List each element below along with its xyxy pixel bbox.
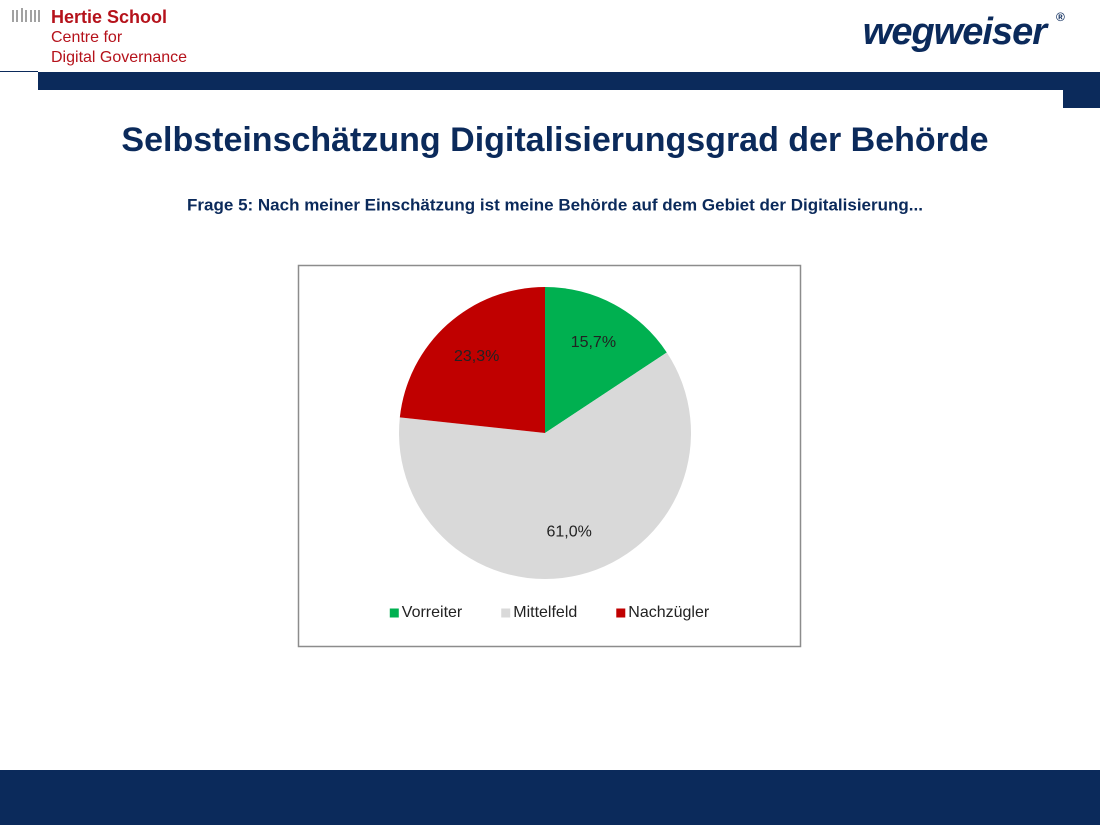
legend-label: Mittelfeld — [513, 604, 577, 621]
pie: 15,7% 61,0% 23,3% — [398, 287, 691, 579]
logo-subtitle: Centre for — [51, 29, 123, 46]
pie-slice — [545, 287, 667, 433]
header-bar — [38, 72, 1100, 90]
legend-label: Vorreiter — [402, 604, 463, 621]
data-label: 23,3% — [454, 348, 499, 365]
legend-swatch — [389, 608, 399, 618]
chart-subtitle: Frage 5: Nach meiner Einschätzung ist me… — [187, 195, 923, 214]
header-rule — [0, 71, 38, 72]
legend: Vorreiter Mittelfeld Nachzügler — [389, 604, 710, 621]
footer-bar — [0, 770, 1100, 825]
pie-slice — [399, 287, 545, 433]
header-block — [1063, 90, 1100, 108]
brand-logo: wegweiser — [863, 11, 1049, 53]
legend-swatch — [501, 608, 511, 618]
brand-mark: ® — [1056, 10, 1065, 24]
logo-title: Hertie School — [51, 7, 167, 27]
legend-label: Nachzügler — [628, 604, 710, 621]
data-label: 15,7% — [571, 334, 616, 351]
pie-slice — [398, 352, 691, 579]
chart-title: Selbsteinschätzung Digitalisierungsgrad … — [121, 121, 988, 159]
legend-swatch — [616, 608, 626, 618]
logo-subtitle: Digital Governance — [51, 49, 187, 66]
data-label: 61,0% — [546, 524, 591, 541]
logo-icon — [12, 8, 40, 22]
